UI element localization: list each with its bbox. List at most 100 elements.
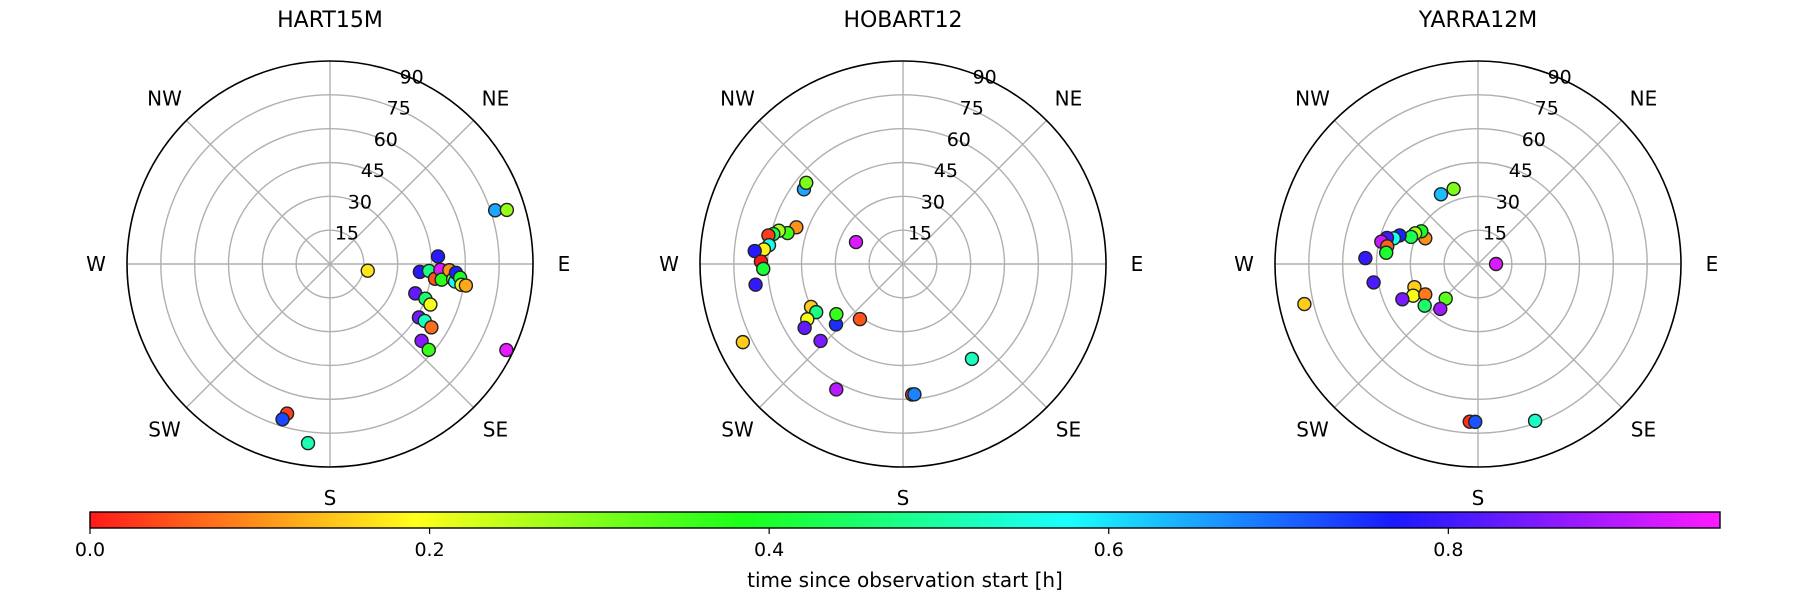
polar-panel-hobart12: HOBART12 15 30 45 60 75 90 NW NE E SE S SW W [659, 8, 1143, 510]
radial-tick-label: 30 [348, 191, 372, 213]
colorbar: 0.0 0.2 0.4 0.6 0.8 time since observation s… [75, 511, 1721, 592]
scatter-point [300, 435, 316, 451]
colorbar-tick-label: 0.2 [414, 539, 444, 561]
compass-label-nw: NW [1295, 87, 1330, 111]
scatter-point [1488, 256, 1504, 272]
colorbar-ticks: 0.0 0.2 0.4 0.6 0.8 [75, 528, 1463, 561]
compass-label-e: E [558, 252, 571, 276]
angular-grid-line [1477, 119, 1623, 265]
scatter-point [799, 175, 814, 191]
scatter-point [756, 261, 771, 277]
polar-frame [1274, 60, 1682, 468]
scatter-point [829, 382, 844, 397]
scatter-point [1446, 181, 1461, 197]
colorbar-tick-label: 0.6 [1094, 539, 1124, 561]
compass-label-sw: SW [148, 417, 181, 441]
panel-title: YARRA12M [1418, 8, 1538, 33]
compass-label-s: S [897, 486, 910, 510]
compass-label-s: S [1472, 486, 1485, 510]
radial-tick-label: 30 [1496, 191, 1520, 213]
radial-tick-label: 45 [1509, 160, 1533, 182]
angular-grid-line [758, 119, 904, 265]
scatter-point [423, 297, 438, 312]
angular-grid-line [1333, 119, 1479, 265]
scatter-point [852, 311, 868, 327]
radial-tick-label: 60 [947, 129, 971, 151]
compass-label-e: E [1131, 252, 1144, 276]
compass-label-ne: NE [1055, 87, 1083, 111]
scatter-point [275, 412, 290, 427]
colorbar-tick-label: 0.8 [1433, 539, 1463, 561]
scatter-point [360, 263, 375, 278]
radial-tick-label: 90 [973, 66, 997, 88]
polar-frame [699, 60, 1107, 468]
scatter-point [430, 249, 446, 264]
radial-tick-label: 60 [1522, 129, 1546, 151]
compass-label-se: SE [1631, 417, 1656, 441]
polar-panel-hart15m: HART15M 15 30 45 60 75 90 NE E SE S SW W NW [86, 8, 570, 510]
scatter-point [1366, 275, 1381, 290]
radial-tick-label: 15 [335, 223, 359, 245]
scatter-point [421, 342, 436, 358]
scatter-point [848, 234, 864, 250]
scatter-point [424, 320, 439, 335]
compass-label-nw: NW [720, 87, 755, 111]
scatter-point [1527, 413, 1543, 429]
radial-tick-label: 45 [934, 160, 958, 182]
scatter-point [748, 277, 763, 292]
scatter-point [964, 351, 980, 367]
compass-label-w: W [659, 252, 679, 276]
radial-tick-label: 15 [1483, 223, 1507, 245]
scatter-point [1395, 292, 1410, 307]
scatter-point [499, 202, 515, 218]
compass-label-w: W [86, 252, 106, 276]
radial-tick-label: 15 [908, 223, 932, 245]
compass-label-sw: SW [721, 417, 754, 441]
radial-tick-label: 45 [361, 160, 385, 182]
radial-tick-label: 60 [374, 129, 398, 151]
radial-tick-label: 90 [400, 66, 424, 88]
angular-grid-line [902, 119, 1048, 265]
compass-label-se: SE [483, 417, 508, 441]
scatter-point [735, 334, 751, 350]
radial-tick-label: 90 [1548, 66, 1572, 88]
scatter-point [747, 243, 762, 259]
scatter-point [907, 387, 922, 402]
compass-label-s: S [324, 486, 337, 510]
scatter-point [813, 333, 828, 349]
radial-tick-label: 75 [960, 98, 984, 120]
scatter-point [1468, 414, 1483, 430]
radial-tick-label: 75 [387, 98, 411, 120]
panel-title: HART15M [277, 8, 383, 33]
scatter-point [797, 320, 812, 336]
panel-title: HOBART12 [843, 8, 962, 33]
scatter-point [1297, 296, 1312, 312]
colorbar-gradient [89, 511, 1721, 529]
angular-grid-line [1477, 263, 1623, 409]
compass-label-w: W [1234, 252, 1254, 276]
angular-grid-line [185, 263, 331, 409]
angular-grid-line [329, 263, 475, 409]
scatter-point [1433, 301, 1448, 317]
scatter-point [1379, 245, 1394, 260]
colorbar-tick-label: 0.0 [75, 539, 105, 561]
compass-label-ne: NE [482, 87, 510, 111]
angular-grid-line [1333, 263, 1479, 409]
angular-grid-line [758, 263, 904, 409]
compass-label-nw: NW [147, 87, 182, 111]
colorbar-tick-label: 0.4 [754, 539, 784, 561]
compass-label-ne: NE [1630, 87, 1658, 111]
angular-grid-line [902, 263, 1048, 409]
angular-grid-line [185, 119, 331, 265]
radial-tick-label: 75 [1535, 98, 1559, 120]
scatter-point [1358, 250, 1373, 266]
scatter-point [499, 342, 514, 358]
scatter-point [1417, 298, 1432, 313]
scatter-point [1433, 187, 1449, 202]
compass-label-sw: SW [1296, 417, 1329, 441]
angular-grid-line [329, 119, 475, 265]
colorbar-label: time since observation start [h] [747, 568, 1063, 592]
polar-frame [126, 60, 534, 468]
polar-panel-yarra12m: YARRA12M 15 30 45 60 75 90 NW NE E SE S SW W [1234, 8, 1718, 510]
